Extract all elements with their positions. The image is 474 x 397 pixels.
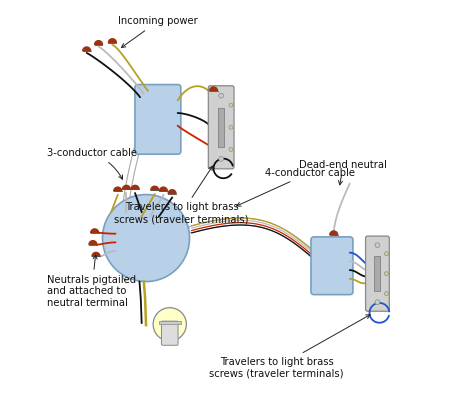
Text: Incoming power: Incoming power	[118, 16, 198, 48]
Circle shape	[384, 272, 388, 276]
Wedge shape	[210, 87, 218, 91]
Circle shape	[219, 93, 224, 98]
Bar	[374, 256, 381, 291]
Circle shape	[229, 103, 233, 107]
Circle shape	[375, 300, 380, 304]
Circle shape	[153, 308, 186, 341]
Wedge shape	[131, 185, 139, 189]
Wedge shape	[109, 39, 116, 43]
Text: 4-conductor cable: 4-conductor cable	[237, 168, 355, 206]
Wedge shape	[91, 229, 99, 233]
Text: Neutrals pigtailed
and attached to
neutral terminal: Neutrals pigtailed and attached to neutr…	[47, 255, 136, 308]
FancyBboxPatch shape	[311, 237, 353, 295]
Bar	[218, 108, 225, 147]
Circle shape	[384, 292, 388, 296]
Circle shape	[384, 252, 388, 256]
Wedge shape	[89, 241, 97, 245]
Wedge shape	[92, 252, 100, 256]
FancyBboxPatch shape	[162, 321, 178, 345]
Wedge shape	[330, 231, 337, 235]
Wedge shape	[122, 185, 130, 189]
FancyBboxPatch shape	[365, 236, 389, 311]
Wedge shape	[82, 47, 91, 51]
Wedge shape	[114, 187, 122, 191]
Text: 3-conductor cable: 3-conductor cable	[47, 148, 137, 179]
FancyBboxPatch shape	[208, 86, 234, 169]
Wedge shape	[95, 40, 102, 44]
Bar	[159, 321, 181, 324]
Text: Travelers to light brass
screws (traveler terminals): Travelers to light brass screws (travele…	[114, 166, 249, 224]
Circle shape	[229, 125, 233, 129]
Circle shape	[229, 147, 233, 151]
Wedge shape	[159, 187, 167, 191]
Circle shape	[219, 156, 224, 161]
Text: Travelers to light brass
screws (traveler terminals): Travelers to light brass screws (travele…	[210, 315, 370, 378]
Text: Dead-end neutral: Dead-end neutral	[300, 160, 387, 185]
Wedge shape	[168, 190, 176, 194]
Circle shape	[102, 195, 190, 281]
Circle shape	[375, 243, 380, 248]
Wedge shape	[151, 186, 159, 190]
FancyBboxPatch shape	[135, 85, 181, 154]
